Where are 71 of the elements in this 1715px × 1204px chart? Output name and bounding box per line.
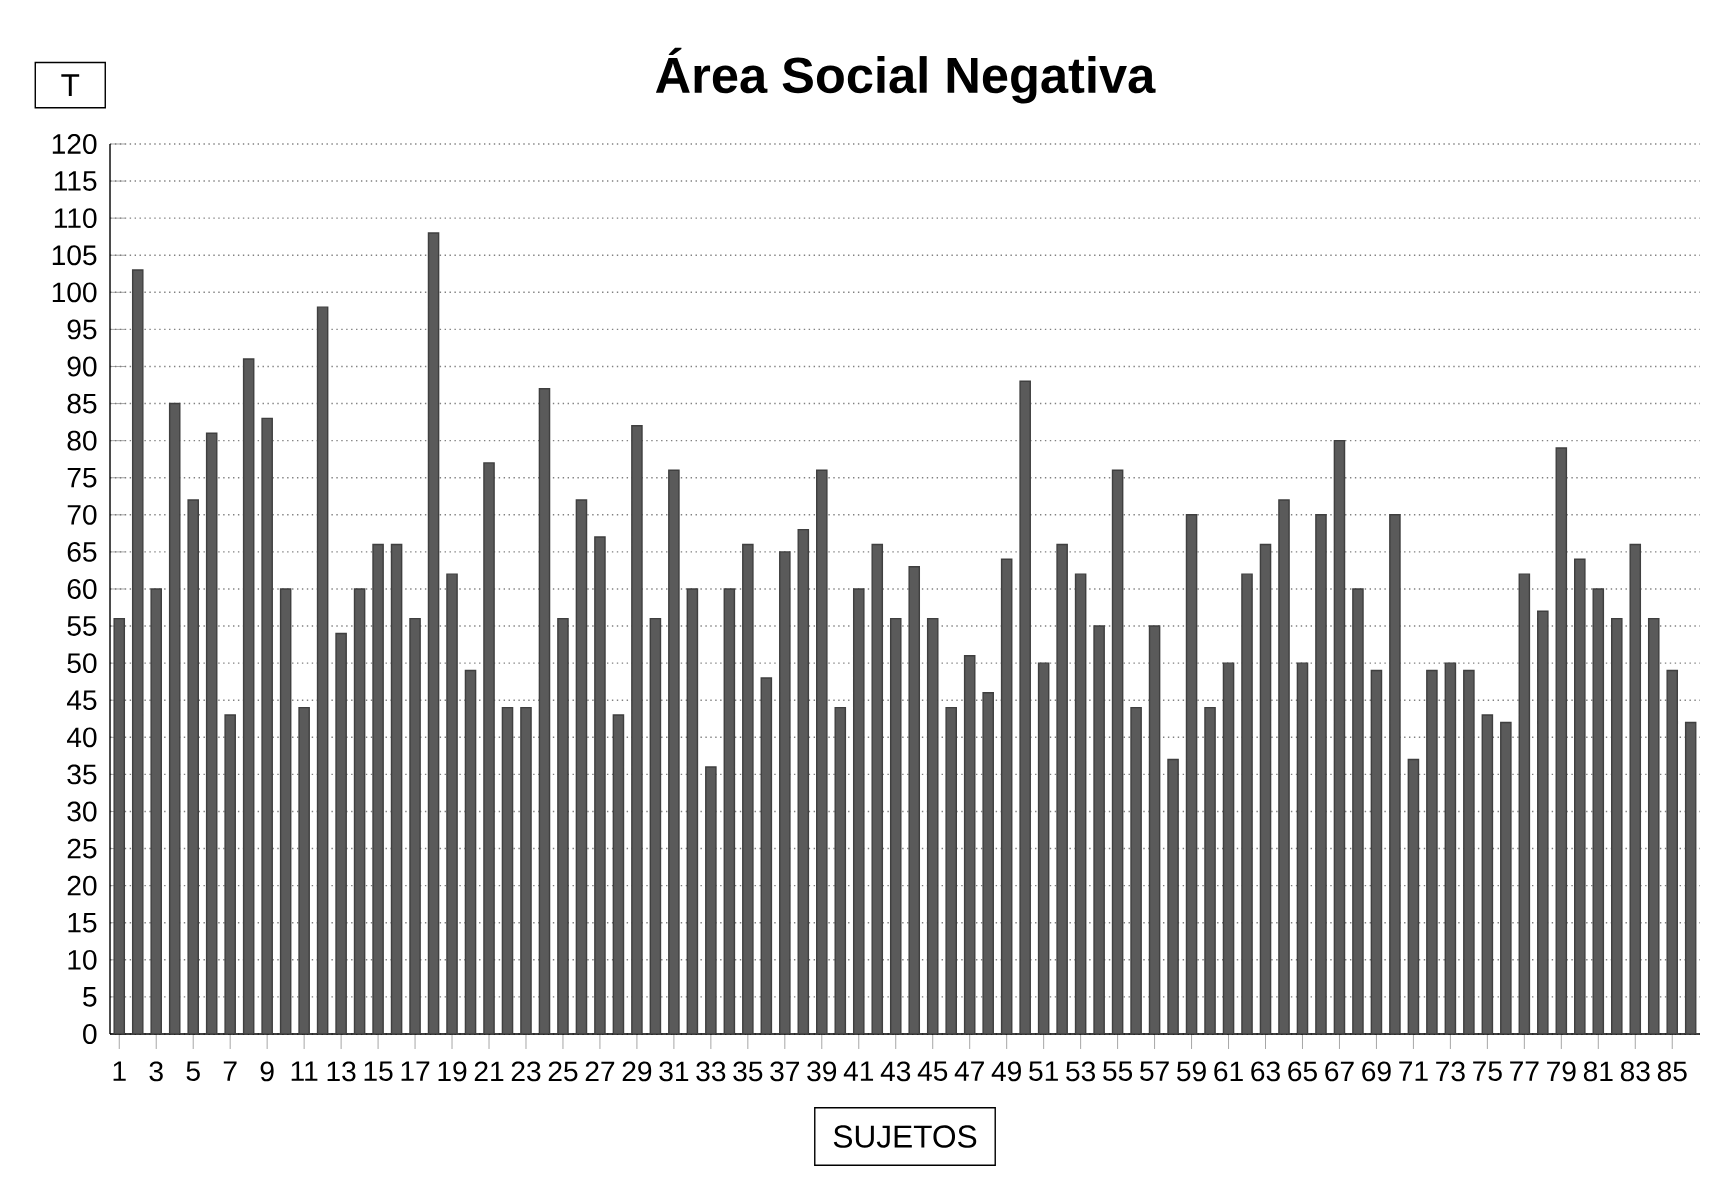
x-tick-label: 17 [401,1061,430,1081]
x-tick-label: 39 [807,1061,837,1082]
y-tick-label: 120 [52,134,97,154]
y-tick-label: 85 [67,393,97,414]
x-tick-label: 21 [474,1061,504,1082]
x-tick-label: 73 [1436,1061,1465,1082]
y-tick-label: 30 [67,801,97,822]
y-tick-label: 45 [66,690,97,711]
y-tick-label: 90 [67,356,97,377]
x-tick-label: 23 [511,1061,541,1082]
x-tick-label: 59 [1177,1061,1206,1082]
x-tick-label: 55 [1103,1061,1133,1082]
y-tick-label: 55 [67,616,97,636]
x-tick-label: 35 [733,1061,763,1082]
x-tick-label: 43 [880,1061,911,1082]
x-tick-label: 25 [548,1061,578,1082]
x-tick-label: 15 [364,1061,393,1082]
y-tick-label: 105 [52,245,97,266]
x-tick-label: 63 [1251,1061,1280,1082]
x-tick-label: 19 [438,1061,467,1082]
y-tick-label: 65 [67,541,97,562]
x-tick-label: 1 [113,1061,126,1081]
x-tick-label: 71 [1399,1061,1428,1081]
x-tick-label: 37 [770,1061,800,1082]
y-tick-label: 10 [68,949,97,970]
x-tick-label: 51 [1029,1061,1058,1082]
y-tick-label: 50 [67,653,97,674]
x-tick-label: 79 [1547,1061,1576,1082]
y-tick-label: 95 [67,319,97,340]
x-tick-label: 3 [149,1061,163,1082]
x-tick-label: 47 [954,1061,984,1081]
x-tick-label: 53 [1066,1061,1096,1082]
y-tick-label: 15 [68,912,97,933]
x-tick-label: 69 [1362,1061,1391,1082]
x-tick-label: 27 [585,1061,615,1082]
y-tick-label: 35 [67,764,97,785]
x-tick-label: 13 [327,1061,356,1082]
y-tick-label: 60 [67,579,97,599]
y-tick-label: 115 [54,171,97,191]
x-tick-label: 5 [186,1061,200,1082]
x-tick-label: 49 [991,1061,1021,1082]
y-tick-label: 110 [54,208,97,229]
y-tick-label: 80 [67,430,97,451]
x-tick-label: 81 [1583,1061,1613,1082]
x-tick-label: 31 [659,1061,689,1082]
y-tick-label: 0 [83,1024,97,1044]
x-tick-label: 41 [843,1061,874,1081]
y-tick-label: 75 [67,467,97,488]
x-tick-label: 67 [1325,1061,1354,1082]
y-tick-label: 25 [67,838,97,859]
x-tick-label: 29 [622,1061,652,1082]
x-tick-label: 61 [1214,1061,1243,1082]
y-tick-label: 100 [52,282,97,303]
x-tick-label: 11 [291,1061,318,1081]
y-tick-label: 20 [67,875,97,896]
y-axis-title: T [61,74,80,96]
x-axis-title: SUJETOS [833,1125,977,1148]
chart-title: Área Social Negativa [655,47,1156,104]
x-tick-label: 77 [1510,1061,1539,1081]
x-tick-label: 33 [696,1061,726,1082]
x-tick-label: 45 [917,1061,948,1082]
y-tick-label: 70 [67,504,97,525]
x-tick-label: 85 [1657,1061,1687,1082]
x-tick-label: 75 [1473,1061,1502,1082]
x-tick-label: 83 [1620,1061,1650,1082]
x-tick-label: 9 [260,1061,274,1082]
x-tick-label: 57 [1140,1061,1169,1082]
x-tick-label: 65 [1288,1061,1317,1082]
y-tick-label: 5 [83,987,97,1007]
y-tick-label: 40 [66,727,97,748]
x-tick-label: 7 [223,1061,237,1081]
